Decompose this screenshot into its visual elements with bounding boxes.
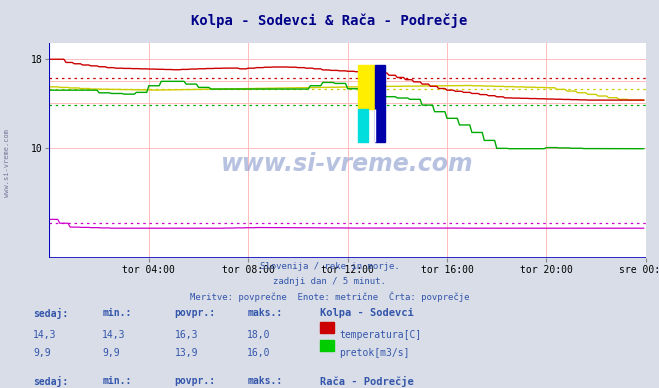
Text: min.:: min.: <box>102 308 132 319</box>
Text: maks.:: maks.: <box>247 376 282 386</box>
Text: zadnji dan / 5 minut.: zadnji dan / 5 minut. <box>273 277 386 286</box>
Text: 9,9: 9,9 <box>33 348 51 359</box>
Text: 18,0: 18,0 <box>247 330 271 340</box>
Text: Kolpa - Sodevci: Kolpa - Sodevci <box>320 308 413 319</box>
Text: temperatura[C]: temperatura[C] <box>339 330 422 340</box>
Text: pretok[m3/s]: pretok[m3/s] <box>339 348 410 359</box>
Text: povpr.:: povpr.: <box>175 376 215 386</box>
Text: maks.:: maks.: <box>247 308 282 319</box>
Text: min.:: min.: <box>102 376 132 386</box>
Text: 13,9: 13,9 <box>175 348 198 359</box>
Text: sedaj:: sedaj: <box>33 376 68 386</box>
Text: Kolpa - Sodevci & Rača - Podrečje: Kolpa - Sodevci & Rača - Podrečje <box>191 14 468 28</box>
Text: sedaj:: sedaj: <box>33 308 68 319</box>
Text: 9,9: 9,9 <box>102 348 120 359</box>
Bar <box>358 65 374 109</box>
Bar <box>374 65 385 142</box>
Text: Slovenija / reke in morje.: Slovenija / reke in morje. <box>260 262 399 271</box>
Text: Rača - Podrečje: Rača - Podrečje <box>320 376 413 386</box>
Bar <box>358 109 368 142</box>
Text: Meritve: povprečne  Enote: metrične  Črta: povprečje: Meritve: povprečne Enote: metrične Črta:… <box>190 291 469 302</box>
Text: povpr.:: povpr.: <box>175 308 215 319</box>
Text: 16,0: 16,0 <box>247 348 271 359</box>
Text: www.si-vreme.com: www.si-vreme.com <box>221 152 474 176</box>
Text: 14,3: 14,3 <box>33 330 57 340</box>
Text: www.si-vreme.com: www.si-vreme.com <box>3 129 10 197</box>
Text: 14,3: 14,3 <box>102 330 126 340</box>
Text: 16,3: 16,3 <box>175 330 198 340</box>
